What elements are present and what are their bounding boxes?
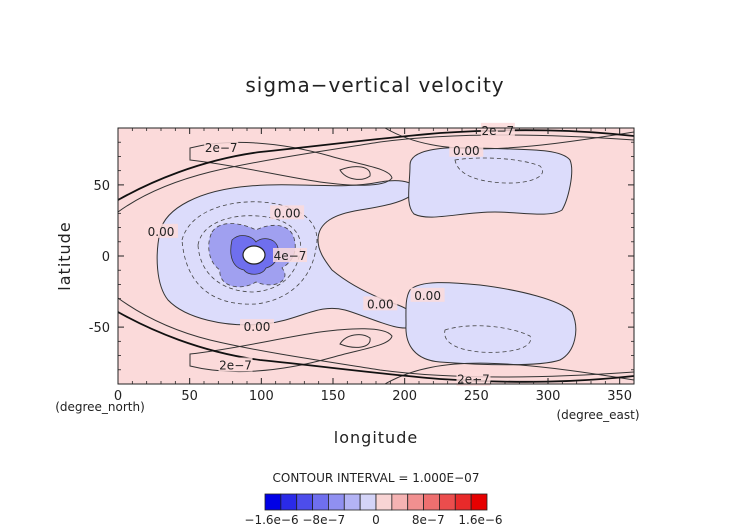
contour-interval-text: CONTOUR INTERVAL = 1.000E−07 bbox=[273, 471, 480, 485]
contour-label-bg bbox=[456, 371, 491, 386]
colorbar-tick-label: −8e−7 bbox=[302, 513, 345, 527]
x-tick-label: 350 bbox=[607, 389, 632, 404]
contour-label-bg bbox=[480, 122, 515, 137]
contour-labels: 2e−72e−70.000.000.004e−70.000.000.002e−7… bbox=[144, 122, 515, 387]
contour-label-bg bbox=[204, 139, 239, 154]
x-tick-label: 250 bbox=[464, 389, 489, 404]
colorbar-swatch bbox=[296, 493, 313, 511]
missing-data-hole bbox=[242, 245, 266, 265]
x-tick-label: 100 bbox=[249, 389, 274, 404]
colorbar-swatch bbox=[439, 493, 456, 511]
contour-label-bg bbox=[218, 357, 253, 372]
colorbar-swatch bbox=[423, 493, 440, 511]
x-tick-label: 150 bbox=[321, 389, 346, 404]
colorbar-swatch bbox=[454, 493, 472, 511]
contour-label: 0.00 bbox=[453, 144, 480, 158]
chart-title: sigma−vertical velocity bbox=[245, 73, 504, 97]
x-tick-label: 0 bbox=[114, 389, 122, 404]
colorbar-swatch bbox=[280, 493, 298, 511]
contour-label: 0.00 bbox=[148, 225, 175, 239]
colorbar-swatch bbox=[343, 493, 361, 511]
x-axis-label: longitude bbox=[334, 428, 418, 447]
colorbar-swatch bbox=[407, 493, 424, 511]
x-unit-label: (degree_east) bbox=[556, 408, 639, 422]
contour-label: 0.00 bbox=[414, 289, 441, 303]
contour-label: 2e−7 bbox=[457, 373, 490, 387]
contour-label-bg bbox=[270, 205, 305, 220]
contour-label: 2e−7 bbox=[481, 124, 514, 138]
x-tick-label: 200 bbox=[392, 389, 417, 404]
colorbar: −1.6e−6 −8e−7 0 8e−7 1.6e−6 bbox=[244, 493, 503, 527]
colorbar-tick-label: −1.6e−6 bbox=[244, 513, 298, 527]
contour-label-bg bbox=[273, 248, 307, 262]
y-unit-label: (degree_north) bbox=[55, 400, 145, 414]
colorbar-swatch bbox=[264, 493, 282, 511]
thick-contour-north bbox=[118, 129, 634, 201]
plot-area bbox=[118, 128, 634, 384]
contour-label: 2e−7 bbox=[205, 141, 238, 155]
contour-label: 0.00 bbox=[367, 297, 394, 311]
thick-contour-south bbox=[118, 311, 634, 383]
contour-label-bg bbox=[449, 142, 484, 157]
y-axis-label: latitude bbox=[55, 221, 74, 290]
contour-label-bg bbox=[363, 296, 398, 311]
contour-label-bg bbox=[144, 223, 178, 238]
y-tick-label: -50 bbox=[89, 321, 110, 336]
colorbar-swatch bbox=[470, 493, 488, 511]
colorbar-tick-label: 8e−7 bbox=[412, 513, 445, 527]
colorbar-tick-label: 1.6e−6 bbox=[458, 513, 502, 527]
x-tick-label: 50 bbox=[181, 389, 198, 404]
negative-region-southeast bbox=[405, 282, 577, 366]
colorbar-swatch bbox=[312, 493, 329, 511]
contour-label: 0.00 bbox=[274, 206, 301, 220]
y-tick-label: 50 bbox=[93, 179, 110, 194]
contour-label-bg bbox=[410, 287, 445, 302]
x-tick-label: 300 bbox=[536, 389, 561, 404]
y-tick-label: 0 bbox=[102, 250, 110, 265]
colorbar-tick-label: 0 bbox=[372, 513, 380, 527]
colorbar-swatch bbox=[391, 493, 409, 511]
contour-label: 0.00 bbox=[244, 320, 271, 334]
colorbar-swatch bbox=[359, 493, 377, 511]
contour-label: 4e−7 bbox=[274, 249, 307, 263]
axes: 0 50 100 150 200 250 300 350 -50 0 50 bbox=[89, 128, 635, 404]
contour-label-bg bbox=[240, 319, 275, 334]
colorbar-swatch bbox=[328, 493, 345, 511]
contour-label: 2e−7 bbox=[219, 359, 252, 373]
colorbar-swatch bbox=[375, 493, 393, 511]
